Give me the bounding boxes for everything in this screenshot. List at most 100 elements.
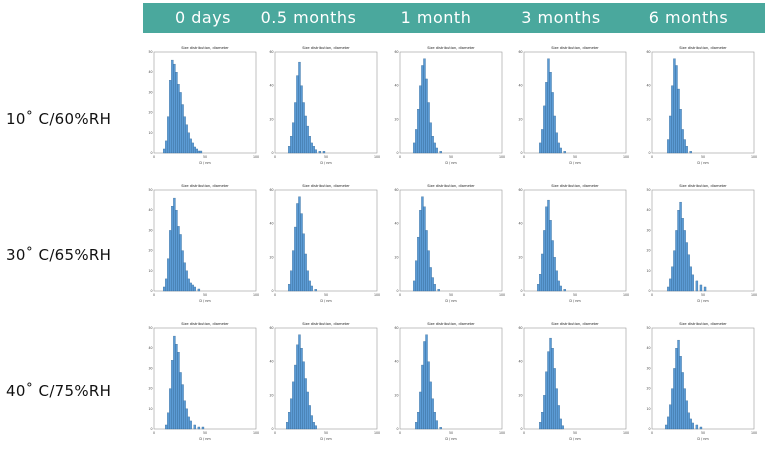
histogram-bar	[429, 267, 432, 292]
histogram-bar	[169, 388, 172, 430]
histogram-bar	[549, 220, 552, 292]
histogram-bar	[667, 416, 670, 430]
histogram-bar	[563, 151, 566, 154]
histogram-bar	[304, 378, 307, 430]
histogram-bar	[165, 140, 168, 154]
histogram-bar	[296, 203, 299, 292]
histogram-chart: Size distribution, diameter 0 50 100 0 20 40 60…	[269, 322, 380, 441]
histogram-title: Size distribution, diameter	[181, 46, 229, 50]
histogram-bar	[175, 210, 178, 292]
x-tick-label: 0	[274, 431, 276, 435]
histogram-bar	[183, 400, 186, 430]
histogram-bar	[543, 105, 546, 154]
x-tick-label: 0	[523, 155, 525, 159]
histogram-title: Size distribution, diameter	[427, 322, 475, 326]
histogram-bar	[669, 115, 672, 154]
x-tick-label: 0	[651, 155, 653, 159]
histogram-bar	[177, 84, 180, 154]
histogram-bar	[677, 88, 680, 154]
x-tick-label: 100	[253, 293, 259, 297]
histogram-bar	[415, 422, 418, 430]
histogram-bar	[671, 266, 674, 292]
x-axis-label: D / nm	[445, 299, 457, 303]
histogram-bar	[179, 92, 182, 154]
histogram-bar	[306, 391, 309, 430]
histogram-panel: Size distribution, diameter 0 50 100 0 20 40 60…	[512, 42, 630, 167]
x-tick-label: 100	[253, 155, 259, 159]
y-tick-label: 10	[148, 407, 152, 411]
x-axis-label: D / nm	[569, 437, 581, 441]
y-tick-label: 20	[148, 387, 152, 391]
histogram-bar	[685, 400, 688, 430]
histogram-panel: Size distribution, diameter 0 50 100 0 20 40 60…	[512, 318, 630, 443]
histogram-title: Size distribution, diameter	[302, 322, 350, 326]
y-tick-label: 0	[520, 427, 522, 431]
histogram-bar	[667, 286, 670, 292]
histogram-bar	[549, 72, 552, 154]
histogram-bar	[563, 289, 566, 292]
y-tick-label: 20	[646, 249, 650, 253]
row-label-40c-75rh: 40˚ C/75%RH	[6, 382, 112, 400]
y-tick-label: 40	[646, 84, 650, 88]
y-tick-label: 60	[394, 188, 398, 192]
histogram-bar	[421, 65, 424, 154]
y-tick-label: 20	[646, 117, 650, 121]
histogram-bar	[679, 109, 682, 154]
histogram-bar	[288, 412, 291, 430]
column-label-3-months: 3 months	[521, 8, 601, 27]
histogram-bar	[541, 129, 544, 154]
y-tick-label: 30	[148, 228, 152, 232]
histogram-bar	[435, 147, 438, 154]
y-tick-label: 60	[269, 326, 273, 330]
y-tick-label: 10	[148, 131, 152, 135]
histogram-bar	[547, 58, 550, 154]
histogram-bar	[675, 230, 678, 292]
histogram-bar	[703, 286, 707, 292]
x-tick-label: 100	[499, 155, 505, 159]
histogram-bar	[314, 289, 317, 292]
histogram-bar	[199, 150, 203, 154]
histogram-bar	[699, 426, 703, 430]
x-tick-label: 100	[751, 431, 757, 435]
axes-frame	[523, 51, 627, 154]
x-tick-label: 50	[701, 431, 705, 435]
histogram-bar	[187, 132, 190, 154]
histogram-panel: Size distribution, diameter 0 50 100 0 20 40 60…	[388, 180, 506, 305]
histogram-bar	[173, 63, 176, 154]
column-label-0-5-months: 0.5 months	[260, 8, 357, 27]
y-tick-label: 60	[269, 50, 273, 54]
histogram-bar	[677, 210, 680, 292]
histogram-chart: Size distribution, diameter 0 50 100 0 20 40 60…	[394, 322, 505, 441]
axes-frame	[651, 189, 755, 292]
histogram-title: Size distribution, diameter	[181, 184, 229, 188]
histogram-chart: Size distribution, diameter 0 50 100 0 10 20 30…	[646, 322, 757, 441]
histogram-panel: Size distribution, diameter 0 50 100 0 10 20 30…	[142, 318, 260, 443]
histogram-panel: Size distribution, diameter 0 50 100 0 20 40 60…	[263, 318, 381, 443]
x-tick-label: 50	[324, 431, 328, 435]
histogram-bar	[675, 348, 678, 430]
histogram-bar	[429, 381, 432, 430]
y-tick-label: 40	[269, 360, 273, 364]
y-tick-label: 50	[148, 326, 152, 330]
y-tick-label: 40	[646, 208, 650, 212]
histogram-title: Size distribution, diameter	[551, 46, 599, 50]
x-tick-label: 100	[253, 431, 259, 435]
y-tick-label: 30	[646, 228, 650, 232]
histogram-bar	[193, 146, 196, 154]
y-tick-label: 0	[271, 151, 273, 155]
histogram-bar	[665, 424, 668, 430]
histogram-bar	[695, 280, 699, 292]
histogram-bar	[669, 404, 672, 430]
histogram-bar	[290, 270, 293, 292]
histogram-bar	[555, 132, 558, 154]
y-tick-label: 10	[646, 407, 650, 411]
histogram-bar	[171, 206, 174, 292]
histogram-bar	[189, 138, 192, 154]
histogram-bar	[306, 270, 309, 292]
y-tick-label: 30	[148, 366, 152, 370]
x-axis-label: D / nm	[569, 161, 581, 165]
histogram-bar	[306, 125, 309, 154]
x-axis-label: D / nm	[199, 299, 211, 303]
histogram-bar	[689, 151, 692, 154]
x-tick-label: 0	[523, 293, 525, 297]
